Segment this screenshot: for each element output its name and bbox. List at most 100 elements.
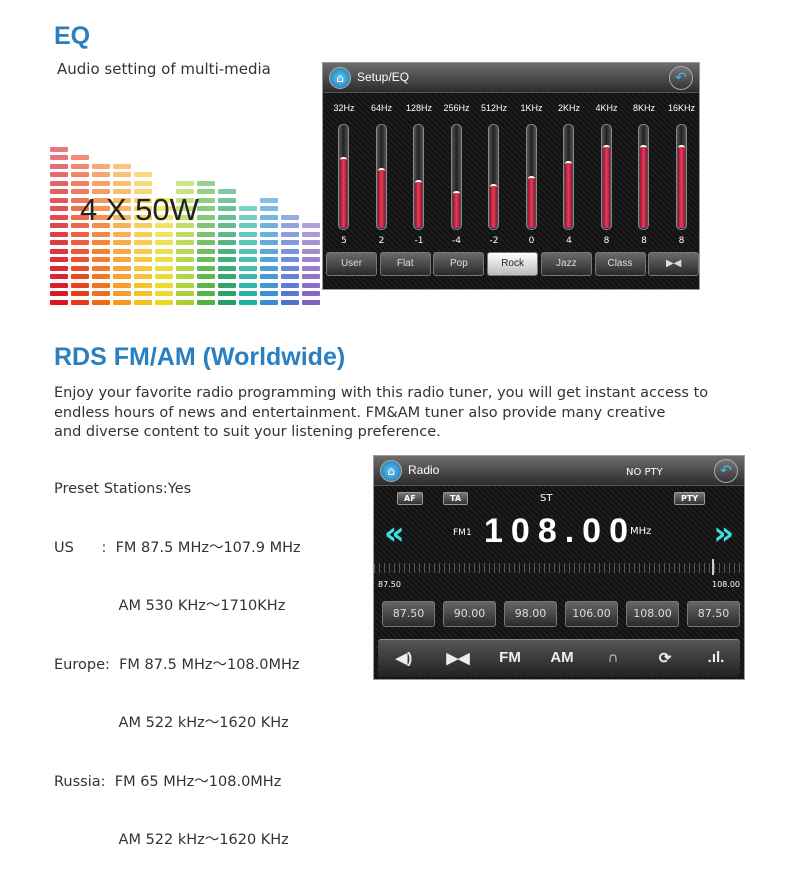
home-icon[interactable]: ⌂ — [380, 460, 402, 482]
preset-button[interactable]: Pop — [433, 252, 485, 276]
equalizer-block — [113, 231, 131, 237]
equalizer-block — [155, 265, 173, 271]
equalizer-block — [50, 231, 68, 237]
band-slider[interactable] — [563, 124, 574, 230]
scan-icon[interactable]: ⟳ — [658, 650, 672, 667]
equalizer-block — [134, 231, 152, 237]
balance-icon[interactable]: ▶◀ — [648, 252, 700, 276]
equalizer-block — [239, 299, 257, 305]
ta-button[interactable]: TA — [443, 492, 469, 505]
back-arrow-icon[interactable]: ↶ — [669, 66, 693, 90]
equalizer-block — [71, 257, 89, 262]
equalizer-block — [176, 282, 194, 288]
station-preset-button[interactable]: 106.00 — [565, 601, 618, 627]
eq-icon[interactable]: .ıl. — [707, 649, 725, 666]
equalizer-block — [302, 265, 320, 271]
equalizer-block — [92, 231, 110, 237]
band-frequency: 128Hz — [405, 103, 432, 113]
pty-button[interactable]: PTY — [674, 492, 706, 505]
equalizer-block — [113, 180, 131, 186]
description-line: and diverse content to suit your listeni… — [54, 424, 441, 440]
equalizer-block — [50, 146, 68, 152]
band-slider[interactable] — [675, 124, 687, 230]
equalizer-block — [50, 299, 68, 305]
equalizer-block — [239, 223, 257, 228]
station-preset-button[interactable]: 90.00 — [443, 601, 496, 627]
equalizer-block — [113, 282, 131, 288]
band-frequency: 16KHz — [667, 103, 695, 113]
am-button[interactable]: AM — [550, 649, 574, 666]
band-slider-fill — [490, 183, 497, 228]
volume-icon[interactable]: ◀) — [395, 650, 413, 667]
station-preset-button[interactable]: 108.00 — [626, 601, 679, 627]
band-frequency: 64Hz — [370, 103, 392, 113]
headphone-icon[interactable]: ∩ — [607, 649, 619, 666]
equalizer-block — [239, 240, 257, 245]
equalizer-block — [113, 189, 131, 194]
equalizer-block — [281, 248, 299, 254]
band-value: 5 — [341, 236, 347, 246]
equalizer-block — [302, 291, 320, 296]
equalizer-block — [176, 257, 194, 262]
equalizer-block — [50, 248, 68, 254]
equalizer-block — [92, 265, 110, 271]
preset-button[interactable]: User — [326, 252, 377, 276]
band-slider[interactable] — [450, 124, 462, 230]
equalizer-block — [197, 189, 215, 194]
equalizer-block — [155, 197, 173, 203]
equalizer-block — [113, 265, 131, 271]
equalizer-block — [281, 299, 299, 305]
station-preset-button[interactable]: 98.00 — [504, 601, 557, 627]
equalizer-block — [218, 189, 236, 194]
home-icon[interactable]: ⌂ — [329, 67, 351, 89]
back-arrow-icon[interactable]: ↶ — [714, 459, 738, 483]
preset-button[interactable]: Flat — [379, 252, 431, 276]
preset-button[interactable]: Rock — [487, 252, 539, 276]
band-slider[interactable] — [375, 124, 387, 230]
equalizer-block — [260, 240, 278, 245]
equalizer-block — [92, 172, 110, 177]
equalizer-block — [218, 240, 236, 245]
equalizer-block — [197, 299, 215, 305]
seek-forward-icon[interactable]: » — [713, 514, 734, 552]
equalizer-block — [134, 240, 152, 245]
tuning-needle[interactable] — [712, 559, 714, 575]
station-preset-button[interactable]: 87.50 — [687, 601, 740, 627]
balance-icon[interactable]: ▶◀ — [446, 650, 470, 667]
band-slider[interactable] — [488, 124, 499, 230]
preset-button[interactable]: Class — [594, 252, 646, 276]
band-slider-fill — [452, 191, 460, 228]
band-slider[interactable] — [600, 124, 612, 230]
seek-back-icon[interactable]: « — [384, 514, 405, 552]
band-slider[interactable] — [413, 124, 424, 230]
radio-screen-title: Radio — [408, 463, 440, 477]
band-slider[interactable] — [525, 124, 537, 230]
equalizer-block — [155, 231, 173, 237]
band-slider-fill — [340, 156, 347, 228]
equalizer-block — [197, 223, 215, 228]
equalizer-block — [176, 240, 194, 245]
band-slider-fill — [565, 160, 572, 228]
af-button[interactable]: AF — [397, 492, 423, 505]
band-slider[interactable] — [338, 124, 349, 230]
station-preset-button[interactable]: 87.50 — [382, 601, 435, 627]
band-slider[interactable] — [638, 124, 649, 230]
fm-button[interactable]: FM — [499, 649, 521, 666]
equalizer-block — [113, 223, 131, 228]
specs: Preset Stations:Yes US : FM 87.5 MHz～107… — [54, 441, 301, 870]
equalizer-block — [92, 274, 110, 279]
equalizer-block — [50, 197, 68, 203]
equalizer-block — [92, 206, 110, 211]
equalizer-block — [239, 274, 257, 279]
equalizer-block — [176, 299, 194, 305]
equalizer-block — [155, 248, 173, 254]
spec-line: AM 530 KHz～1710KHz — [54, 598, 286, 614]
spec-line: Europe: FM 87.5 MHz～108.0MHz — [54, 656, 300, 673]
eq-screen: ⌂ Setup/EQ ↶ 32Hz 5 64Hz 2 128Hz -1 256Hz -… — [322, 62, 700, 290]
tuning-scale[interactable] — [374, 563, 744, 573]
equalizer-block — [239, 248, 257, 254]
equalizer-block — [50, 240, 68, 245]
equalizer-block — [239, 282, 257, 288]
preset-button[interactable]: Jazz — [540, 252, 592, 276]
equalizer-block — [260, 248, 278, 254]
